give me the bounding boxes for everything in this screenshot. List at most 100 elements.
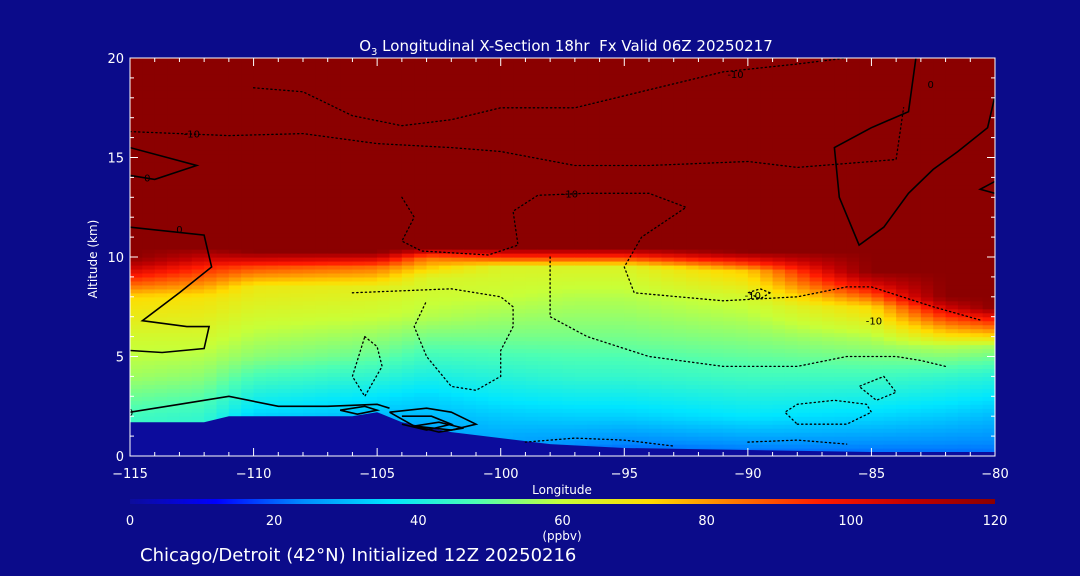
ozone-cell [525, 229, 539, 234]
ozone-cell [686, 81, 700, 87]
ozone-cell [414, 384, 428, 389]
ozone-cell [562, 332, 576, 338]
ozone-cell [204, 209, 218, 214]
ozone-cell [723, 336, 737, 342]
ozone-cell [463, 360, 477, 366]
ozone-cell [698, 209, 712, 214]
ozone-cell [315, 245, 329, 250]
ozone-cell [154, 376, 168, 381]
ozone-cell [562, 416, 576, 421]
ozone-cell [698, 121, 712, 127]
ozone-cell [241, 284, 255, 290]
ozone-cell [500, 241, 514, 246]
ozone-cell [167, 276, 181, 282]
ozone-cell [414, 65, 428, 71]
ozone-cell [463, 197, 477, 202]
ozone-cell [649, 81, 662, 87]
ozone-cell [624, 408, 638, 413]
ozone-cell [698, 125, 712, 131]
ozone-cell [327, 324, 341, 330]
ozone-cell [389, 153, 403, 159]
ozone-cell [191, 280, 205, 286]
ozone-cell [624, 416, 638, 421]
ozone-cell [476, 221, 489, 226]
ozone-cell [451, 85, 465, 91]
ozone-cell [241, 360, 255, 366]
ozone-cell [216, 249, 230, 254]
ozone-cell [463, 380, 477, 385]
ozone-cell [624, 284, 638, 290]
ozone-cell [562, 165, 576, 171]
ozone-cell [463, 404, 477, 409]
ozone-cell [377, 392, 391, 397]
ozone-cell [179, 320, 193, 326]
ozone-cell [253, 249, 267, 254]
ozone-cell [401, 65, 415, 71]
ozone-cell [278, 364, 292, 370]
ozone-cell [265, 189, 279, 194]
ozone-cell [377, 284, 391, 290]
ozone-cell [661, 268, 675, 274]
ozone-cell [562, 400, 576, 405]
ozone-cell [414, 376, 428, 381]
ozone-cell [191, 133, 205, 139]
ozone-cell [179, 58, 193, 63]
ozone-cell [364, 65, 378, 71]
ozone-cell [562, 308, 576, 314]
ozone-cell [624, 320, 638, 326]
ozone-cell [278, 257, 292, 262]
ozone-cell [364, 89, 378, 95]
ozone-cell [451, 352, 465, 358]
ozone-cell [204, 125, 218, 131]
ozone-cell [513, 133, 527, 139]
ozone-cell [364, 340, 378, 346]
ozone-cell [253, 288, 267, 294]
ozone-cell [315, 209, 329, 214]
ozone-cell [587, 157, 601, 163]
ozone-cell [525, 296, 539, 302]
ozone-cell [303, 185, 316, 190]
ozone-cell [661, 376, 675, 381]
ozone-cell [401, 257, 415, 262]
ozone-cell [562, 364, 576, 370]
ozone-cell [550, 308, 564, 314]
ozone-cell [352, 113, 366, 119]
ozone-cell [698, 304, 712, 310]
ozone-cell [513, 404, 527, 409]
ozone-cell [513, 233, 527, 238]
ozone-cell [438, 388, 452, 393]
ozone-cell [154, 221, 168, 226]
ozone-cell [574, 352, 588, 358]
ozone-cell [389, 209, 403, 214]
ozone-cell [216, 245, 230, 250]
ozone-cell [278, 169, 292, 175]
ozone-cell [476, 177, 489, 182]
ozone-cell [265, 392, 279, 397]
ozone-cell [451, 272, 465, 278]
ozone-cell [401, 77, 415, 83]
ozone-cell [574, 73, 588, 79]
ozone-cell [636, 61, 650, 67]
ozone-cell [228, 376, 242, 381]
ozone-cell [661, 197, 675, 202]
ozone-cell [327, 268, 341, 274]
ozone-cell [525, 165, 539, 171]
ozone-cell [735, 440, 749, 445]
ozone-cell [228, 141, 242, 147]
ozone-cell [550, 324, 564, 330]
ozone-cell [241, 276, 255, 282]
ozone-cell [550, 424, 564, 429]
ozone-cell [513, 181, 527, 186]
ozone-cell [661, 396, 675, 401]
ozone-cell [562, 205, 576, 210]
ozone-cell [574, 432, 588, 437]
ozone-cell [278, 117, 292, 123]
ozone-cell [401, 316, 415, 322]
ozone-cell [364, 129, 378, 135]
ozone-cell [525, 173, 539, 178]
ozone-cell [636, 165, 650, 171]
ozone-cell [352, 145, 366, 151]
ozone-cell [513, 336, 527, 342]
ozone-cell [315, 225, 329, 230]
ozone-cell [352, 209, 366, 214]
